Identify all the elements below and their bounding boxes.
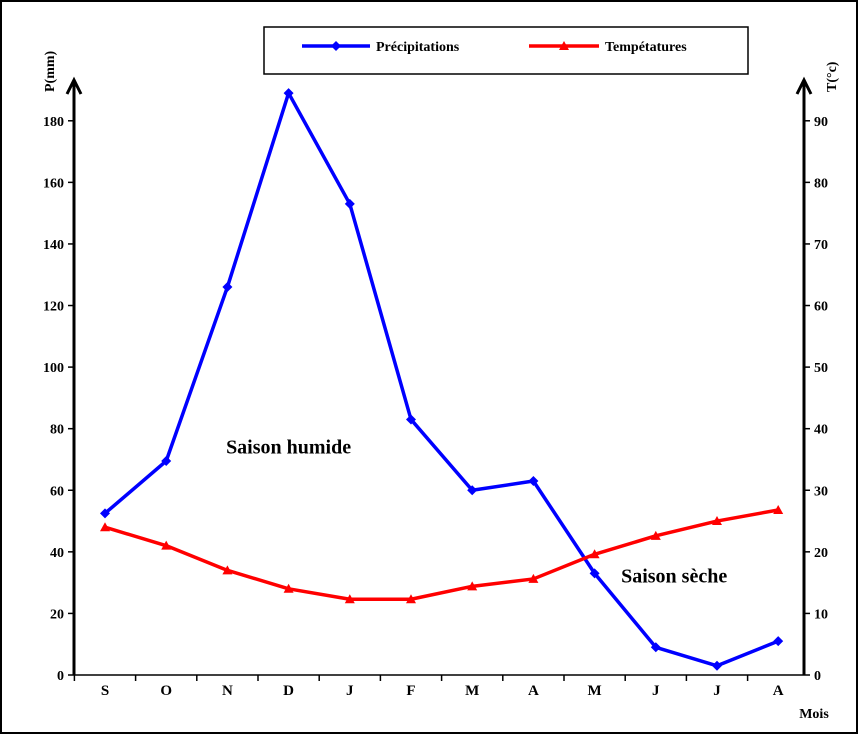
series-1-point [283,583,294,593]
series-0-point [589,568,600,579]
series-line-0 [103,91,779,668]
series-layer [100,88,784,671]
series-1-point [161,540,172,550]
right-tick-label: 10 [814,607,828,622]
x-tick-label: N [222,683,233,699]
series-0-point [161,456,172,467]
x-tick-label: O [160,683,172,699]
left-tick-label: 40 [50,546,64,561]
series-0-point [100,508,110,519]
series-1-point [467,581,478,591]
series-0-point [283,88,294,99]
right-tick-label: 80 [814,176,828,191]
series-0-point [467,485,478,496]
series-line-1 [104,508,779,602]
right-tick-label: 60 [814,300,828,315]
left-tick-label: 120 [43,300,64,315]
right-axis-label: T(°c) [825,61,840,92]
left-tick-label: 140 [43,238,64,253]
annotation-1: Saison sèche [621,566,727,588]
left-axis-arrow [65,76,83,95]
left-tick-label: 20 [50,607,64,622]
series-0-point [528,476,539,487]
legend: Précipitations Tempétatures [263,26,749,75]
legend-marker-1 [559,41,569,50]
right-tick-label: 70 [814,238,828,253]
x-axis-label: Mois [799,707,829,722]
right-tick-label: 0 [814,669,821,684]
series-1-point [222,565,233,575]
series-0-point [773,636,784,647]
x-tick-label: J [713,683,721,699]
series-1-point [344,594,355,604]
left-tick-label: 60 [50,484,64,499]
left-axis-label: P(mm) [43,50,58,92]
series-1-point [406,594,416,604]
x-tick-label: J [652,683,660,699]
right-axis-arrow [795,76,813,95]
axes: P(mm) T(°c) Mois 0 20 40 60 80 100 120 140 160 180 0 1… [43,50,840,722]
legend-box [263,26,749,75]
annotation-layer: Saison humide Saison sèche [226,436,727,587]
right-tick-label: 40 [814,423,828,438]
right-tick-label: 90 [814,115,828,130]
series-0-point [344,198,355,209]
legend-label-1: Tempétatures [605,40,687,55]
x-tick-label: M [465,683,479,699]
left-tick-label: 0 [57,669,64,684]
series-1-point [712,516,722,526]
x-tick-label: M [588,683,602,699]
legend-marker-0 [331,41,341,51]
left-tick-label: 180 [43,115,64,130]
left-tick-label: 100 [43,361,64,376]
annotation-0: Saison humide [226,436,351,458]
series-0-point [650,642,661,653]
x-tick-label: S [101,683,109,699]
series-1-point [773,504,784,514]
right-tick-label: 20 [814,546,828,561]
series-1-point [100,522,110,532]
series-1-point [528,573,539,583]
right-tick-label: 30 [814,484,828,499]
series-0-point [406,414,416,425]
left-tick-label: 160 [43,176,64,191]
left-tick-label: 80 [50,423,64,438]
series-0-point [712,660,722,671]
right-tick-label: 50 [814,361,828,376]
x-tick-label: J [346,683,354,699]
x-tick-label: D [283,683,294,699]
series-1-point [650,530,661,540]
series-0-point [222,282,233,293]
x-tick-label: A [528,683,539,699]
x-tick-label: F [406,683,415,699]
x-tick-label: A [773,683,784,699]
legend-label-0: Précipitations [376,40,460,55]
series-1-point [589,549,600,559]
